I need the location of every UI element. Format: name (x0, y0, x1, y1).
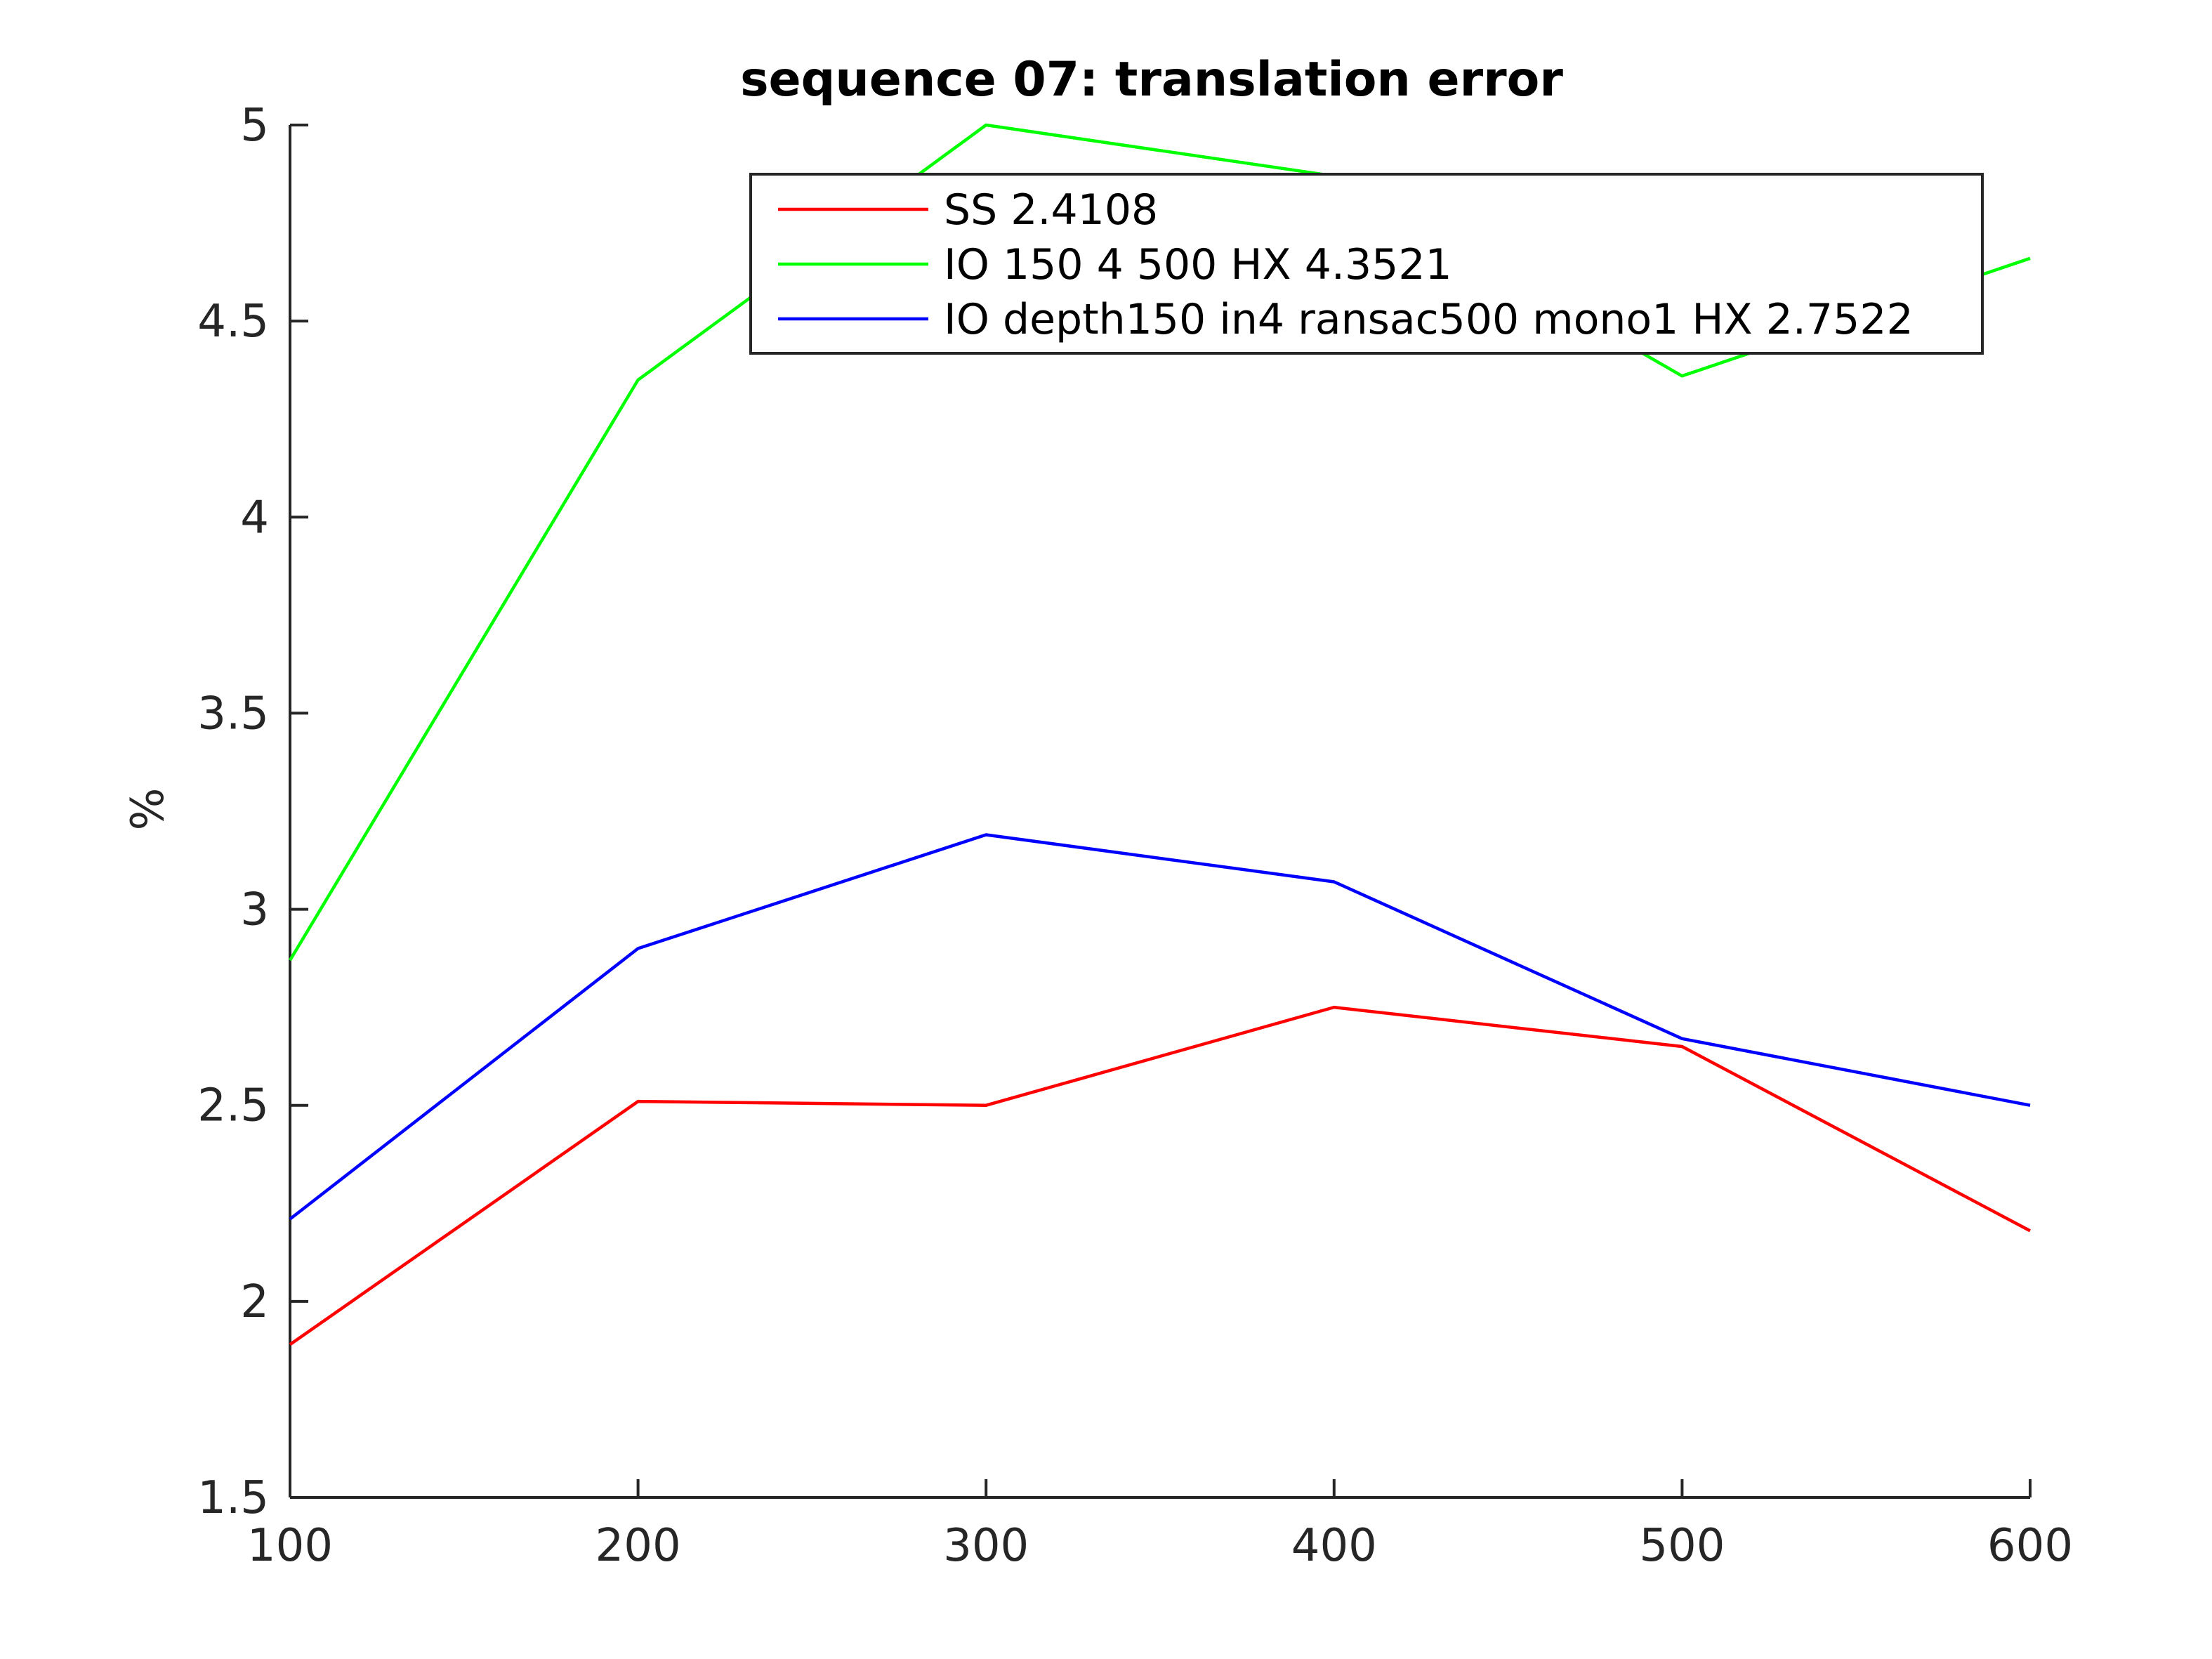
x-tick-label: 300 (943, 1520, 1029, 1572)
y-tick-label: 1.5 (197, 1472, 269, 1524)
legend-label: SS 2.4108 (944, 185, 1158, 235)
x-tick-label: 100 (247, 1520, 333, 1572)
axes: 1.5 2 2.5 3 3.5 4 4.5 5 100 200 300 400 500 600 (197, 100, 2073, 1572)
y-tick-label: 2.5 (197, 1080, 269, 1132)
series-line-2 (289, 123, 2031, 962)
chart-title: sequence 07: translation error (740, 52, 1563, 107)
x-tick-label: 200 (595, 1520, 681, 1572)
y-tick-label: 5 (240, 100, 269, 152)
series-line-1 (289, 1005, 2032, 1346)
x-tick-label: 500 (1639, 1520, 1725, 1572)
y-axis-label: % (122, 788, 174, 831)
series-lines (289, 123, 2032, 1346)
y-tick-label: 4.5 (197, 296, 269, 348)
legend-box (749, 173, 1984, 355)
y-tick-label: 4 (240, 492, 269, 544)
series-line-3 (289, 833, 2031, 1221)
legend-label: IO 150 4 500 HX 4.3521 (944, 240, 1452, 289)
y-tick-label: 2 (240, 1276, 269, 1328)
y-tick-label: 3 (240, 884, 269, 936)
legend-label: IO depth150 in4 ransac500 mono1 HX 2.752… (944, 295, 1914, 344)
x-tick-label: 600 (1987, 1520, 2073, 1572)
y-tick-label: 3.5 (197, 688, 269, 740)
x-tick-label: 400 (1291, 1520, 1377, 1572)
legend: SS 2.4108 IO 150 4 500 HX 4.3521 IO depth1… (749, 173, 1984, 355)
